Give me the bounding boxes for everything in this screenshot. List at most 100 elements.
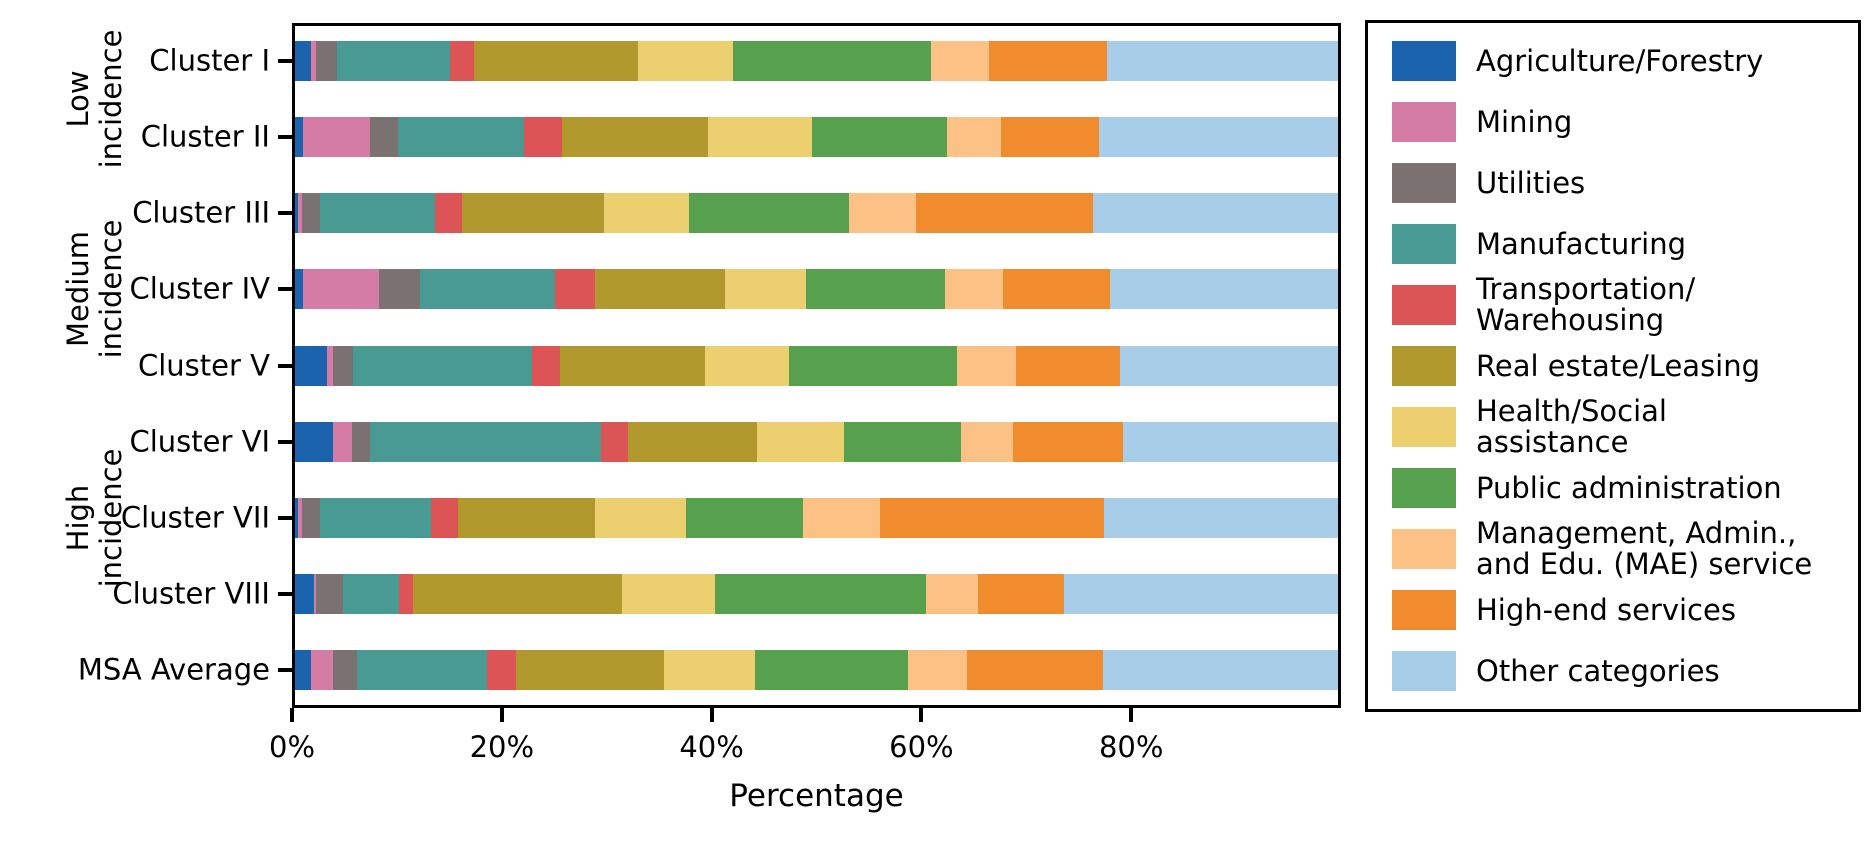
- x-tick-mark: [499, 708, 504, 722]
- bar-segment-manufacturing: [398, 117, 525, 158]
- bar-segment-real-estate-leasing: [627, 421, 758, 462]
- bar-segment-utilities: [315, 573, 343, 614]
- y-axis-label-cluster-ii: Cluster II: [140, 119, 270, 154]
- bar-segment-utilities: [315, 41, 337, 82]
- y-tick-mark: [278, 667, 292, 672]
- x-tick-mark: [709, 708, 714, 722]
- x-tick-label-20: 20%: [469, 730, 535, 764]
- legend-item-mining: Mining: [1368, 92, 1858, 153]
- legend-swatch-high-end-services: [1392, 590, 1456, 630]
- bar-segment-management-admin-and-edu-mae-service: [957, 345, 1016, 386]
- legend-swatch-public-administration: [1392, 468, 1456, 508]
- bar-segment-transportation-warehousing: [554, 269, 596, 310]
- y-tick-mark: [278, 287, 292, 292]
- bar-segment-manufacturing: [353, 345, 532, 386]
- bar-segment-agriculture-forestry: [295, 345, 328, 386]
- bar-segment-other-categories: [1123, 421, 1338, 462]
- bar-segment-public-administration: [686, 497, 803, 538]
- legend-item-manufacturing: Manufacturing: [1368, 214, 1858, 275]
- bar-segment-mining: [298, 193, 303, 234]
- bar-segment-utilities: [379, 269, 421, 310]
- bar-segment-high-end-services: [1001, 117, 1100, 158]
- x-tick-label-40: 40%: [679, 730, 744, 764]
- bar-segment-management-admin-and-edu-mae-service: [931, 41, 989, 82]
- bar-segment-real-estate-leasing: [461, 193, 604, 234]
- legend-item-other-categories: Other categories: [1368, 641, 1858, 702]
- x-tick-label-80: 80%: [1098, 730, 1164, 764]
- bar-segment-agriculture-forestry: [295, 193, 299, 234]
- bar-segment-transportation-warehousing: [399, 573, 413, 614]
- bar-segment-public-administration: [843, 421, 962, 462]
- bar-segment-other-categories: [1063, 573, 1338, 614]
- legend-swatch-agriculture-forestry: [1392, 41, 1456, 81]
- legend-label-high-end-services: High-end services: [1476, 592, 1736, 627]
- bar-segment-manufacturing: [320, 497, 431, 538]
- bar-segment-health-social-assistance: [708, 117, 813, 158]
- y-axis-label-cluster-vi: Cluster VI: [129, 424, 270, 459]
- legend-item-utilities: Utilities: [1368, 153, 1858, 214]
- legend-swatch-management-admin-and-edu-mae-service: [1392, 529, 1456, 569]
- bar-segment-agriculture-forestry: [295, 573, 314, 614]
- bar-segment-utilities: [302, 193, 321, 234]
- legend-label-health-social-assistance: Health/Social assistance: [1476, 394, 1667, 459]
- plot-area: [292, 23, 1341, 708]
- bar-segment-mining: [303, 117, 371, 158]
- bar-segment-manufacturing: [336, 41, 451, 82]
- bar-segment-agriculture-forestry: [295, 497, 299, 538]
- bar-segment-mining: [313, 573, 316, 614]
- bar-row-cluster-iii: [295, 193, 1338, 234]
- bar-segment-health-social-assistance: [664, 649, 755, 690]
- legend-label-management-admin-and-edu-mae-service: Management, Admin., and Edu. (MAE) servi…: [1476, 516, 1813, 581]
- y-axis-label-cluster-v: Cluster V: [138, 348, 270, 382]
- bar-segment-transportation-warehousing: [450, 41, 475, 82]
- bar-segment-health-social-assistance: [704, 345, 790, 386]
- group-label-medium-incidence: Medium incidence: [61, 219, 128, 359]
- bar-segment-high-end-services: [915, 193, 1093, 234]
- bar-segment-other-categories: [1099, 117, 1338, 158]
- legend-swatch-health-social-assistance: [1392, 407, 1456, 447]
- bar-segment-management-admin-and-edu-mae-service: [946, 117, 1002, 158]
- bar-segment-other-categories: [1092, 193, 1338, 234]
- bar-segment-transportation-warehousing: [531, 345, 560, 386]
- legend-label-utilities: Utilities: [1476, 165, 1586, 200]
- bar-row-cluster-iv: [295, 269, 1338, 310]
- bar-segment-public-administration: [715, 573, 926, 614]
- y-tick-mark: [278, 439, 292, 444]
- y-axis-label-cluster-iv: Cluster IV: [129, 271, 270, 306]
- bar-segment-management-admin-and-edu-mae-service: [961, 421, 1013, 462]
- y-tick-mark: [278, 363, 292, 368]
- legend-label-manufacturing: Manufacturing: [1476, 226, 1686, 261]
- bar-segment-management-admin-and-edu-mae-service: [944, 269, 1004, 310]
- bar-segment-high-end-services: [1003, 269, 1110, 310]
- bar-segment-transportation-warehousing: [430, 497, 458, 538]
- legend: Agriculture/Forestry Mining Utilities Manuf…: [1365, 20, 1861, 712]
- legend-swatch-transportation-warehousing: [1392, 285, 1456, 325]
- legend-item-high-end-services: High-end services: [1368, 580, 1858, 641]
- bar-segment-mining: [332, 421, 353, 462]
- bar-segment-manufacturing: [320, 193, 435, 234]
- bar-segment-utilities: [302, 497, 321, 538]
- bar-segment-manufacturing: [342, 573, 400, 614]
- bar-segment-mining: [327, 345, 333, 386]
- bar-segment-real-estate-leasing: [595, 269, 725, 310]
- bar-segment-manufacturing: [420, 269, 555, 310]
- bar-segment-health-social-assistance: [638, 41, 734, 82]
- legend-item-real-estate-leasing: Real estate/Leasing: [1368, 336, 1858, 397]
- bar-segment-management-admin-and-edu-mae-service: [908, 649, 967, 690]
- y-axis-label-cluster-viii: Cluster VIII: [112, 576, 270, 611]
- bar-segment-real-estate-leasing: [559, 345, 705, 386]
- bar-segment-high-end-services: [966, 649, 1104, 690]
- bar-segment-other-categories: [1103, 649, 1338, 690]
- y-tick-mark: [278, 211, 292, 216]
- y-axis-label-msa-average: MSA Average: [77, 652, 270, 687]
- y-tick-mark: [278, 515, 292, 520]
- legend-label-agriculture-forestry: Agriculture/Forestry: [1476, 43, 1764, 78]
- bar-segment-health-social-assistance: [757, 421, 844, 462]
- group-label-high-incidence: High incidence: [61, 448, 128, 588]
- bar-row-cluster-ii: [295, 117, 1338, 158]
- bar-segment-other-categories: [1104, 497, 1338, 538]
- bar-segment-management-admin-and-edu-mae-service: [802, 497, 881, 538]
- bar-segment-health-social-assistance: [622, 573, 716, 614]
- legend-item-health-social-assistance: Health/Social assistance: [1368, 394, 1858, 459]
